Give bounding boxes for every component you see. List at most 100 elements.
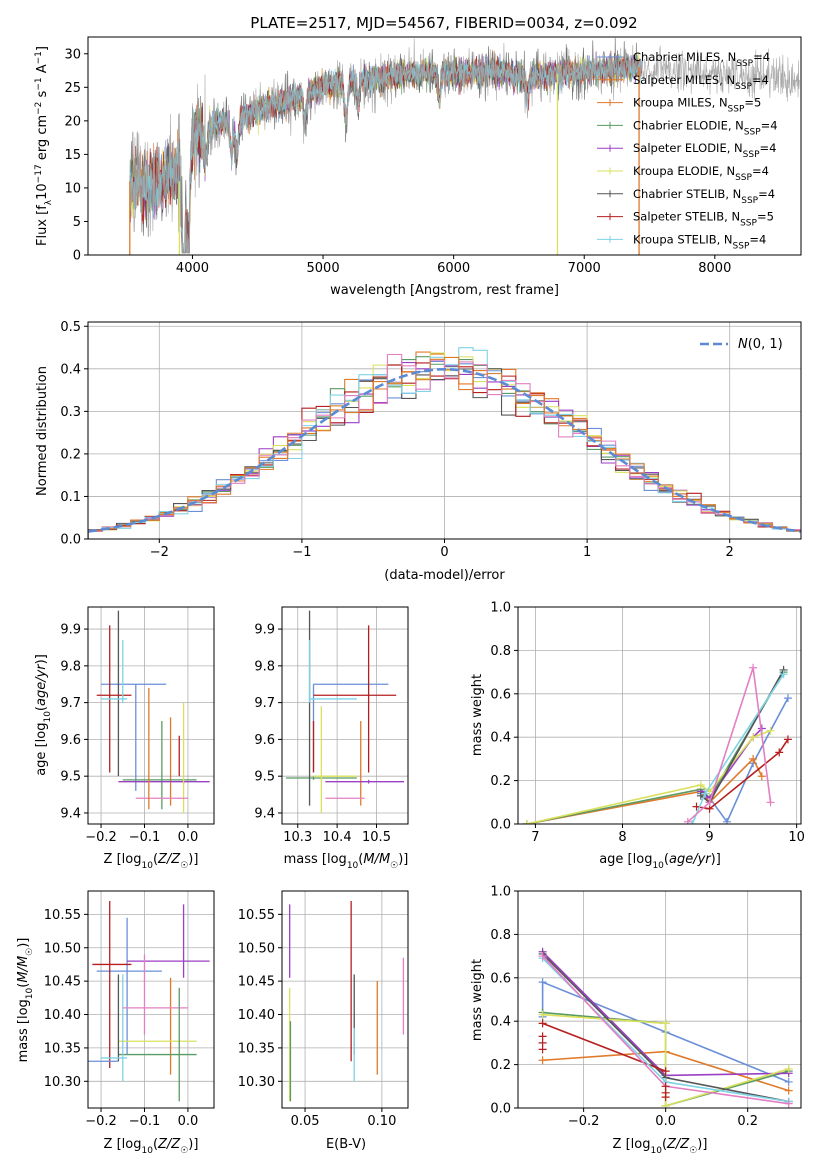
label-part: =4 (758, 187, 775, 201)
axes-border (281, 890, 409, 1109)
label-part: Chabrier ELODIE, N (633, 118, 744, 132)
series-point (749, 663, 758, 672)
plot-area (96, 610, 210, 813)
x-tick-label: 0.10 (367, 1114, 396, 1129)
axes-frame: 10.3 10.4 10.5 9.4 9.5 9.6 9.7 9.8 9.9 (254, 606, 409, 845)
series-point (749, 754, 758, 763)
mass-vs-metallicity-panel: −0.2 −0.1 0.0 10.30 10.35 10.40 10.45 10.50 10.5… (16, 890, 215, 1156)
label-part: SSP (733, 241, 750, 251)
y-axis-label: mass weight (470, 959, 485, 1041)
y-tick-label: 9.6 (254, 733, 275, 748)
series-point (705, 798, 714, 807)
x-axis-label: Z [log10(Z/Z☉)] (104, 852, 199, 871)
label-part: )] (697, 1137, 707, 1152)
legend: N(0, 1) (700, 337, 783, 352)
label-part: ☉ (390, 861, 398, 871)
label-part: Z [log (104, 852, 142, 867)
label-part: 10 (347, 861, 359, 871)
label-part: −2 (34, 102, 44, 115)
label-part: )] (16, 938, 31, 948)
spectrum-panel: 4000 5000 6000 7000 8000 0 5 10 15 20 25 30 waveleng… (34, 36, 802, 298)
series-point (775, 748, 784, 757)
x-tick-label: 6000 (437, 261, 470, 276)
label-part: A (35, 64, 50, 77)
axes-frame: 4000 5000 6000 7000 8000 0 5 10 15 20 25 30 (64, 36, 802, 276)
label-part: ☉ (25, 948, 35, 956)
y-tick-label: 10.35 (238, 1041, 275, 1056)
label-part: age/yr (34, 663, 49, 706)
x-tick-label: −0.1 (129, 1114, 161, 1129)
series-point (784, 1099, 793, 1108)
series-point (701, 789, 710, 798)
label-part: ( (153, 1137, 158, 1152)
series-point (766, 726, 775, 735)
x-tick-label: 7000 (568, 261, 601, 276)
y-tick-label: 0.4 (490, 1015, 511, 1030)
x-tick-label: 10.3 (283, 830, 312, 845)
label-part: (0, 1) (748, 337, 783, 352)
y-axis-label: Normed distribution (35, 366, 50, 496)
x-tick-label: 8 (618, 830, 626, 845)
x-tick-label: 10 (788, 830, 805, 845)
label-part: ( (664, 852, 669, 867)
series-point (538, 1056, 547, 1065)
y-tick-label: 10.45 (238, 975, 275, 990)
label-part: Z [log (104, 1137, 142, 1152)
gaussian-reference-curve (88, 367, 801, 533)
y-tick-label: 0.0 (60, 533, 81, 548)
legend-entry: Kroupa ELODIE, NSSP=4 (633, 164, 769, 183)
label-part: −1 (34, 77, 44, 90)
histogram-series (88, 356, 801, 539)
y-tick-label: 9.8 (254, 659, 275, 674)
x-tick-label: 4000 (176, 261, 209, 276)
label-part: Flux [f (35, 205, 50, 246)
y-tick-label: 9.4 (254, 806, 275, 821)
label-part: =4 (749, 232, 766, 246)
axes-border (87, 36, 802, 256)
x-tick-label: 9 (705, 830, 713, 845)
series-line (687, 667, 772, 823)
y-tick-label: 10.55 (238, 908, 275, 923)
plot-area (129, 38, 800, 255)
y-tick-label: 9.5 (254, 770, 275, 785)
label-part: ] (35, 46, 50, 51)
y-axis-label: mass [log10(M/M☉)] (16, 938, 35, 1063)
label-part: SSP (744, 127, 761, 137)
series-point (538, 978, 547, 987)
label-part: −1 (34, 51, 44, 64)
y-tick-label: 9.5 (60, 770, 81, 785)
series-point (683, 817, 692, 824)
y-tick-label: 5 (73, 215, 81, 230)
label-part: )] (188, 852, 198, 867)
y-tick-label: 10.35 (44, 1041, 81, 1056)
x-tick-label: 7 (531, 830, 539, 845)
x-axis-label: mass [log10(M/M☉)] (284, 852, 409, 871)
legend-entry: Chabrier ELODIE, NSSP=4 (633, 118, 778, 137)
label-part: ( (358, 852, 363, 867)
legend-entry: Salpeter MILES, NSSP=4 (633, 73, 769, 92)
y-axis-label: Flux [fλ10−17 erg cm−2 s−1 A−1] (34, 46, 54, 246)
series-point (784, 1064, 793, 1073)
y-tick-label: 10.30 (44, 1075, 81, 1090)
axes-border (281, 606, 409, 825)
label-part: ( (16, 983, 31, 988)
y-tick-label: 10.30 (238, 1075, 275, 1090)
label-part: 10 (652, 861, 664, 871)
y-axis-label: age [log10(age/yr)] (34, 654, 53, 776)
series-point (661, 1019, 670, 1028)
label-part: age/yr (669, 852, 712, 867)
x-tick-label: 5000 (307, 261, 340, 276)
x-tick-label: −2 (150, 545, 169, 560)
y-tick-label: 10.40 (238, 1008, 275, 1023)
y-tick-label: 1.0 (490, 601, 511, 616)
label-part: M/M (363, 852, 390, 867)
series-point (779, 670, 788, 679)
x-axis-label: Z [log10(Z/Z☉)] (613, 1137, 708, 1156)
y-tick-label: 9.7 (254, 696, 275, 711)
label-part: 10 (43, 711, 53, 723)
y-tick-label: 0.5 (60, 320, 81, 335)
axes-border (517, 606, 802, 825)
y-tick-label: 10.50 (44, 941, 81, 956)
